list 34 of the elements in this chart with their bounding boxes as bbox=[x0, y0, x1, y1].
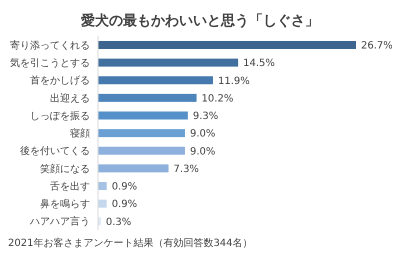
y-tick-label: 寄り添ってくれる bbox=[10, 39, 90, 52]
y-tick-label: 出迎える bbox=[50, 92, 90, 104]
data-label: 9.0% bbox=[190, 128, 216, 140]
data-label: 9.3% bbox=[192, 111, 218, 122]
y-tick-label: 首をかしげる bbox=[30, 74, 90, 87]
data-label: 9.0% bbox=[190, 146, 216, 158]
y-tick-label: 後を付いてくる bbox=[20, 145, 90, 158]
y-tick-label: ハアハア言う bbox=[29, 216, 90, 228]
data-label: 0.9% bbox=[112, 182, 138, 193]
bar bbox=[98, 129, 185, 138]
y-tick-label: 気を引こうとする bbox=[10, 58, 90, 70]
data-label: 7.3% bbox=[174, 164, 199, 175]
bar bbox=[98, 200, 107, 208]
y-tick-label: 寝顔 bbox=[70, 128, 90, 140]
data-label: 11.9% bbox=[218, 76, 250, 87]
y-tick-label: 鼻を鳴らす bbox=[40, 198, 90, 210]
y-tick-label: しっぽを振る bbox=[30, 110, 90, 122]
data-label: 0.3% bbox=[106, 216, 132, 228]
bar bbox=[98, 94, 197, 102]
bar bbox=[98, 58, 238, 67]
bar bbox=[98, 111, 188, 120]
data-label: 10.2% bbox=[202, 93, 234, 104]
data-label: 0.9% bbox=[112, 199, 138, 210]
text: 2021年お客さまアンケート結果（有効回答数344名） bbox=[8, 236, 254, 250]
bar bbox=[98, 76, 213, 84]
y-tick-label: 笑顔になる bbox=[40, 162, 90, 175]
data-label: 14.5% bbox=[243, 58, 275, 70]
bar bbox=[98, 164, 169, 172]
bar bbox=[98, 182, 107, 190]
chart-title: 愛犬の最もかわいいと思う「しぐさ」 bbox=[80, 12, 320, 31]
bar bbox=[98, 40, 356, 49]
y-tick-label: 舌を出す bbox=[50, 180, 90, 192]
bar bbox=[98, 146, 185, 155]
data-label: 26.7% bbox=[361, 40, 393, 52]
